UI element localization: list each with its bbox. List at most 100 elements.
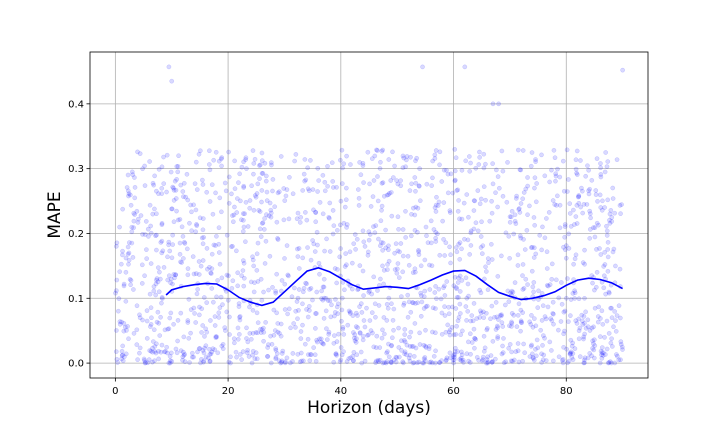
scatter-point (203, 343, 209, 349)
scatter-point (443, 240, 449, 246)
scatter-point (357, 330, 363, 336)
scatter-point (125, 172, 131, 178)
scatter-point (232, 204, 237, 210)
scatter-point (566, 319, 571, 324)
scatter-point (142, 163, 147, 169)
scatter-point (561, 244, 566, 250)
scatter-point (197, 304, 202, 310)
scatter-point (255, 181, 261, 187)
scatter-point (218, 294, 224, 300)
scatter-point (495, 325, 500, 330)
scatter-point (413, 188, 418, 194)
scatter-point (493, 300, 499, 305)
scatter-point (192, 181, 198, 187)
scatter-point (402, 339, 408, 345)
scatter-point (279, 359, 285, 365)
scatter-point (539, 318, 545, 323)
scatter-point (450, 190, 456, 196)
scatter-point (520, 273, 525, 278)
scatter-point (417, 198, 423, 204)
scatter-point (125, 324, 130, 329)
scatter-point (325, 163, 330, 169)
scatter-point (480, 357, 486, 363)
scatter-point (508, 214, 514, 220)
scatter-point (525, 175, 530, 180)
scatter-point (353, 247, 358, 252)
scatter-point (404, 157, 409, 163)
scatter-point (157, 333, 163, 338)
scatter-point (533, 346, 538, 352)
scatter-point (531, 255, 537, 260)
scatter-point (122, 354, 127, 360)
scatter-point (532, 185, 537, 191)
scatter-point (162, 327, 168, 333)
scatter-point (235, 283, 241, 289)
scatter-point (560, 356, 566, 362)
scatter-point (263, 320, 268, 325)
scatter-point (285, 272, 291, 278)
scatter-point (436, 199, 442, 205)
scatter-point (142, 273, 147, 279)
scatter-point (500, 343, 505, 349)
x-tick-label: 60 (447, 386, 460, 397)
scatter-point (244, 336, 249, 341)
scatter-point (283, 193, 289, 199)
scatter-point (394, 270, 400, 276)
scatter-point (207, 167, 213, 173)
scatter-point (230, 213, 235, 218)
scatter-point (422, 257, 428, 263)
scatter-point (535, 345, 541, 351)
scatter-point (251, 171, 256, 177)
scatter-point (422, 358, 428, 364)
scatter-point (541, 333, 546, 338)
scatter-point (568, 223, 574, 229)
scatter-point (215, 350, 221, 356)
scatter-point (251, 289, 257, 295)
scatter-point (564, 346, 570, 352)
scatter-point (333, 297, 338, 302)
scatter-point (448, 252, 453, 258)
scatter-point (315, 189, 320, 194)
scatter-point (589, 353, 594, 359)
scatter-point (342, 287, 347, 293)
scatter-point (493, 167, 499, 173)
scatter-point (289, 294, 295, 300)
scatter-point (405, 292, 411, 298)
scatter-point (576, 193, 582, 198)
scatter-point (165, 277, 171, 283)
scatter-point (556, 295, 562, 301)
scatter-point (394, 178, 400, 183)
scatter-point (441, 167, 447, 173)
scatter-point (268, 360, 274, 366)
scatter-point (481, 309, 486, 315)
scatter-point (355, 325, 360, 330)
scatter-point (268, 214, 274, 220)
scatter-point (421, 294, 427, 299)
scatter-point (337, 222, 343, 228)
scatter-point (489, 198, 494, 204)
scatter-point (495, 174, 501, 179)
scatter-point (493, 327, 499, 332)
scatter-point (533, 323, 539, 329)
scatter-point (156, 356, 161, 362)
scatter-point (591, 355, 597, 361)
scatter-point (172, 275, 177, 281)
x-axis-ticks: 0 20 40 60 80 (112, 378, 573, 397)
scatter-point (327, 249, 333, 254)
scatter-point (168, 350, 174, 356)
scatter-point (417, 330, 422, 336)
scatter-point (562, 328, 567, 334)
scatter-point (373, 358, 379, 364)
scatter-point (334, 184, 339, 190)
scatter-point (141, 356, 147, 362)
scatter-point (592, 225, 598, 230)
scatter-point (308, 285, 314, 291)
scatter-point (567, 201, 573, 206)
scatter-point (367, 181, 372, 187)
scatter-point (259, 221, 265, 226)
scatter-point (452, 349, 458, 354)
scatter-point (213, 243, 218, 248)
scatter-point (244, 350, 250, 356)
scatter-point (142, 183, 148, 188)
scatter-point (618, 341, 624, 347)
